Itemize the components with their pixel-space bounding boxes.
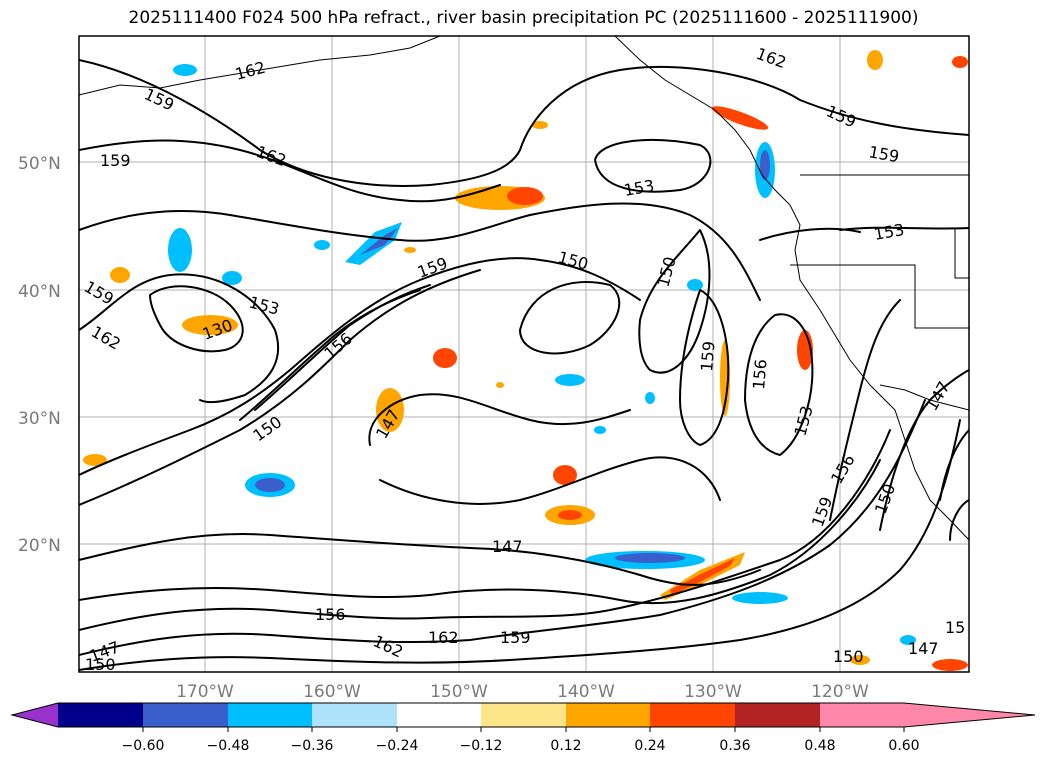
colorbar-tick-label: −0.36 — [291, 738, 334, 754]
contour-label: 162 — [428, 628, 459, 647]
precip-positive-blob — [553, 465, 577, 485]
colorbar-segment — [143, 703, 228, 727]
colorbar: −0.60 −0.48 −0.36 −0.24 −0.12 0.12 0.24 … — [10, 702, 1036, 754]
precip-positive-blob — [932, 659, 968, 671]
colorbar-segment — [820, 703, 904, 727]
colorbar-segment — [735, 703, 820, 727]
lon-label: 150°W — [430, 682, 488, 702]
precip-negative-blob — [760, 150, 770, 180]
lat-label: 40°N — [18, 282, 61, 302]
precip-negative-blob — [314, 240, 330, 250]
colorbar-segment — [566, 703, 650, 727]
lon-label: 140°W — [557, 682, 615, 702]
precip-negative-blob — [168, 228, 192, 272]
precip-positive-blob — [952, 56, 968, 68]
map-frame — [78, 35, 970, 673]
contour-label: 15 — [945, 618, 965, 637]
colorbar-outline — [10, 702, 1036, 728]
precip-positive-blob — [711, 106, 769, 130]
colorbar-extend-high — [904, 703, 1035, 727]
precip-negative-blob — [255, 478, 285, 492]
precip-negative-blob — [594, 426, 606, 434]
colorbar-tick-label: 0.24 — [634, 738, 665, 754]
colorbar-tick-label: −0.48 — [207, 738, 250, 754]
precip-positive-blob — [850, 655, 870, 665]
lat-label: 20°N — [18, 536, 61, 556]
contour-label: 150 — [833, 647, 864, 666]
precip-negative-blob — [173, 64, 197, 76]
precip-negative-blob — [555, 374, 585, 386]
contour-label: 159 — [100, 151, 131, 170]
map-area — [79, 36, 969, 672]
contour-label: 147 — [492, 537, 523, 556]
colorbar-segment — [397, 703, 481, 727]
colorbar-tick-label: 0.48 — [804, 738, 835, 754]
colorbar-tick-label: 0.36 — [719, 738, 750, 754]
colorbar-tick-label: −0.24 — [376, 738, 419, 754]
contour-label: 156 — [315, 605, 346, 624]
colorbar-segment — [481, 703, 566, 727]
lon-label: 120°W — [811, 682, 869, 702]
map-title: 2025111400 F024 500 hPa refract., river … — [128, 8, 919, 28]
precip-positive-blob — [83, 454, 107, 466]
colorbar-tick-label: 0.60 — [888, 738, 919, 754]
precip-negative-blob — [645, 392, 655, 404]
precip-positive-blob — [433, 348, 457, 368]
precip-positive-blob — [404, 247, 416, 253]
precipitation-shading — [83, 50, 968, 671]
colorbar-segment — [228, 703, 312, 727]
precip-negative-blob — [345, 222, 402, 265]
precip-positive-blob — [670, 558, 735, 595]
lon-label: 130°W — [684, 682, 742, 702]
precip-positive-blob — [867, 50, 883, 70]
colorbar-ticks — [142, 727, 905, 732]
precip-positive-blob — [496, 382, 504, 388]
precip-positive-blob — [182, 315, 238, 335]
contour-label: 156 — [749, 358, 771, 390]
contour-label: 159 — [500, 628, 531, 647]
colorbar-extend-low — [12, 703, 58, 727]
refractivity-contours — [79, 59, 969, 671]
coastlines — [79, 36, 969, 541]
precip-negative-blob — [222, 271, 242, 285]
lon-label: 170°W — [176, 682, 234, 702]
colorbar-segment — [312, 703, 397, 727]
contour-label: 150 — [85, 655, 116, 674]
lat-label: 50°N — [18, 154, 61, 174]
contour-label: 147 — [908, 639, 939, 658]
colorbar-tick-label: −0.60 — [122, 738, 165, 754]
colorbar-segment — [58, 703, 143, 727]
precip-negative-blob — [615, 553, 685, 563]
longitude-labels: 170°W 160°W 150°W 140°W 130°W 120°W — [176, 682, 869, 702]
latitude-labels: 50°N 40°N 30°N 20°N — [18, 154, 61, 556]
precip-negative-blob — [900, 635, 916, 645]
contour-label: 159 — [697, 340, 719, 372]
precip-positive-blob — [376, 388, 404, 432]
graticule — [79, 36, 969, 672]
colorbar-tick-label: −0.12 — [460, 738, 503, 754]
colorbar-segment — [650, 703, 735, 727]
lon-label: 160°W — [303, 682, 361, 702]
precip-negative-blob — [360, 228, 398, 255]
precip-negative-blob — [732, 592, 788, 604]
precip-positive-blob — [110, 267, 130, 283]
lat-label: 30°N — [18, 409, 61, 429]
precip-negative-blob — [687, 279, 703, 291]
precip-positive-blob — [507, 187, 543, 205]
precip-positive-blob — [558, 510, 582, 520]
precip-positive-blob — [532, 121, 548, 129]
colorbar-tick-label: 0.12 — [550, 738, 581, 754]
